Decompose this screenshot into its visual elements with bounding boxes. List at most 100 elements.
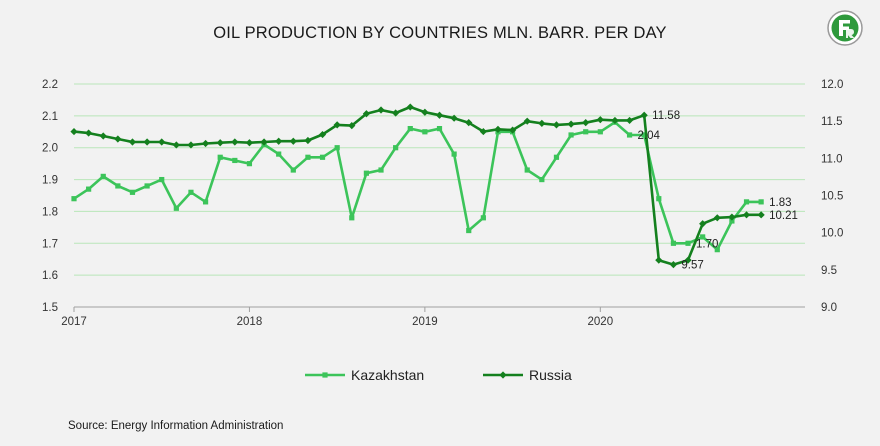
legend-label: Russia bbox=[529, 367, 572, 383]
data-point-kazakhstan bbox=[144, 183, 150, 189]
right-tick-label: 12.0 bbox=[821, 79, 843, 91]
right-tick-label: 10.5 bbox=[821, 191, 843, 203]
data-point-russia bbox=[245, 139, 254, 147]
left-tick-label: 1.7 bbox=[42, 238, 58, 250]
legend-item-kazakhstan: Kazakhstan bbox=[305, 367, 424, 383]
left-tick-label: 1.5 bbox=[42, 302, 58, 314]
left-axis: 1.5 1.6 1.7 1.8 1.9 2.0 2.1 2.2 bbox=[42, 79, 58, 314]
data-point-russia bbox=[596, 116, 604, 124]
data-point-kazakhstan bbox=[729, 218, 735, 224]
left-tick-label: 1.9 bbox=[42, 175, 58, 187]
data-point-russia bbox=[479, 127, 487, 136]
data-point-russia bbox=[699, 220, 707, 228]
data-point-kazakhstan bbox=[378, 167, 384, 173]
data-point-russia bbox=[318, 130, 327, 139]
data-point-kazakhstan bbox=[436, 126, 443, 132]
right-tick-label: 11.5 bbox=[821, 116, 843, 128]
data-point-russia bbox=[216, 139, 224, 147]
data-point-kazakhstan bbox=[115, 183, 121, 189]
data-point-kazakhstan bbox=[159, 176, 165, 183]
data-point-kazakhstan bbox=[202, 199, 209, 205]
data-label: 11.58 bbox=[652, 110, 680, 122]
data-point-kazakhstan bbox=[539, 176, 545, 183]
data-point-kazakhstan bbox=[568, 132, 574, 138]
data-point-kazakhstan bbox=[700, 234, 706, 240]
data-point-kazakhstan bbox=[597, 129, 603, 135]
data-point-kazakhstan bbox=[349, 215, 355, 221]
right-tick-label: 11.0 bbox=[821, 153, 843, 165]
data-point-russia bbox=[757, 211, 765, 219]
data-point-kazakhstan bbox=[100, 173, 106, 179]
data-label: 9.57 bbox=[681, 260, 703, 272]
data-point-kazakhstan bbox=[232, 157, 238, 164]
chart-title: OIL PRODUCTION BY COUNTRIES MLN. BARR. P… bbox=[213, 24, 667, 42]
data-point-russia bbox=[260, 138, 268, 146]
data-point-kazakhstan bbox=[407, 126, 413, 132]
data-point-kazakhstan bbox=[363, 170, 369, 176]
data-label: 2.04 bbox=[638, 130, 661, 142]
data-point-kazakhstan bbox=[466, 227, 472, 234]
data-point-kazakhstan bbox=[334, 145, 340, 151]
right-tick-label: 9.5 bbox=[821, 265, 837, 277]
left-tick-label: 1.8 bbox=[42, 206, 58, 218]
data-point-kazakhstan bbox=[129, 189, 136, 195]
data-point-russia bbox=[684, 256, 692, 264]
data-point-russia bbox=[172, 141, 180, 149]
data-point-kazakhstan bbox=[290, 167, 296, 173]
data-point-kazakhstan bbox=[743, 199, 750, 205]
data-point-russia bbox=[465, 119, 473, 127]
x-tick-label: 2017 bbox=[61, 316, 87, 328]
source-note: Source: Energy Information Administratio… bbox=[68, 420, 284, 432]
data-point-russia bbox=[406, 103, 414, 111]
data-point-kazakhstan bbox=[480, 215, 486, 221]
data-point-russia bbox=[333, 121, 341, 129]
left-tick-label: 2.2 bbox=[42, 79, 58, 91]
data-point-kazakhstan bbox=[685, 240, 691, 246]
data-point-kazakhstan bbox=[553, 154, 560, 160]
data-label: 10.21 bbox=[769, 210, 798, 222]
data-point-kazakhstan bbox=[451, 151, 457, 157]
left-tick-label: 1.6 bbox=[42, 270, 58, 282]
data-point-kazakhstan bbox=[217, 154, 223, 160]
data-point-russia bbox=[377, 106, 385, 114]
data-point-russia bbox=[348, 122, 356, 130]
data-point-russia bbox=[567, 120, 575, 128]
x-axis: 2017 2018 2019 2020 bbox=[61, 307, 613, 328]
right-axis: 9.0 9.5 10.0 10.5 11.0 11.5 12.0 bbox=[821, 79, 843, 314]
data-point-russia bbox=[728, 213, 736, 221]
data-point-russia bbox=[713, 214, 721, 222]
data-point-russia bbox=[392, 109, 400, 117]
data-point-russia bbox=[304, 136, 312, 145]
data-point-kazakhstan bbox=[670, 240, 677, 246]
data-point-kazakhstan bbox=[626, 132, 633, 138]
data-point-russia bbox=[582, 119, 590, 127]
data-point-kazakhstan bbox=[188, 189, 194, 195]
data-point-kazakhstan bbox=[422, 129, 428, 135]
data-point-kazakhstan bbox=[173, 205, 179, 211]
data-point-russia bbox=[655, 256, 663, 264]
data-point-russia bbox=[611, 116, 619, 125]
data-point-kazakhstan bbox=[656, 196, 662, 202]
data-point-kazakhstan bbox=[524, 167, 530, 173]
data-point-russia bbox=[640, 111, 648, 119]
legend: Kazakhstan Russia bbox=[305, 367, 572, 383]
legend-marker bbox=[499, 371, 507, 379]
data-point-russia bbox=[275, 137, 283, 145]
data-point-russia bbox=[70, 127, 78, 136]
data-point-kazakhstan bbox=[393, 145, 399, 151]
data-point-russia bbox=[289, 137, 297, 145]
data-label: 1.70 bbox=[696, 238, 718, 250]
legend-marker bbox=[322, 372, 328, 378]
data-point-russia bbox=[494, 125, 502, 133]
data-point-russia bbox=[114, 135, 122, 143]
right-tick-label: 9.0 bbox=[821, 302, 837, 314]
data-point-russia bbox=[143, 138, 151, 146]
x-tick-label: 2018 bbox=[237, 316, 263, 328]
legend-label: Kazakhstan bbox=[351, 367, 424, 383]
data-point-kazakhstan bbox=[305, 154, 311, 160]
data-point-russia bbox=[538, 119, 546, 127]
brand-logo-icon bbox=[827, 10, 863, 46]
data-point-kazakhstan bbox=[583, 129, 589, 135]
